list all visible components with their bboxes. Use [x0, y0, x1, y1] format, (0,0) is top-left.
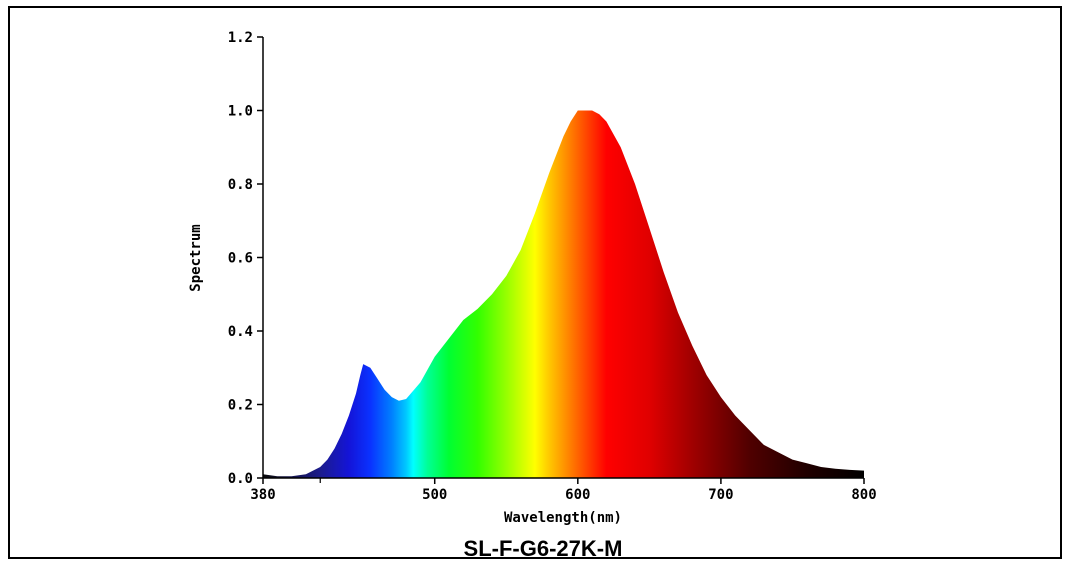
x-tick-label: 800	[851, 487, 876, 503]
x-tick-label: 380	[250, 487, 275, 503]
y-tick-label: 1.0	[228, 104, 253, 120]
y-axis-label: Spectrum	[188, 224, 204, 291]
y-tick-label: 1.2	[228, 30, 253, 46]
y-tick-label: 0.8	[228, 177, 253, 193]
y-tick-label: 0.6	[228, 251, 253, 267]
y-tick-label: 0.4	[228, 324, 253, 340]
ticks-layer: 0.0 0.2 0.4 0.6 0.8 1.0 1.2 380 500 600 700 800	[228, 30, 877, 503]
area-layer	[263, 110, 864, 478]
x-tick-label: 700	[708, 487, 733, 503]
chart-title: SL-F-G6-27K-M	[464, 536, 623, 561]
x-tick-label: 600	[565, 487, 590, 503]
y-tick-label: 0.2	[228, 398, 253, 414]
x-axis-label: Wavelength(nm)	[504, 510, 622, 526]
y-tick-label: 0.0	[228, 471, 253, 487]
spectrum-area	[263, 110, 864, 478]
x-tick-label: 500	[422, 487, 447, 503]
